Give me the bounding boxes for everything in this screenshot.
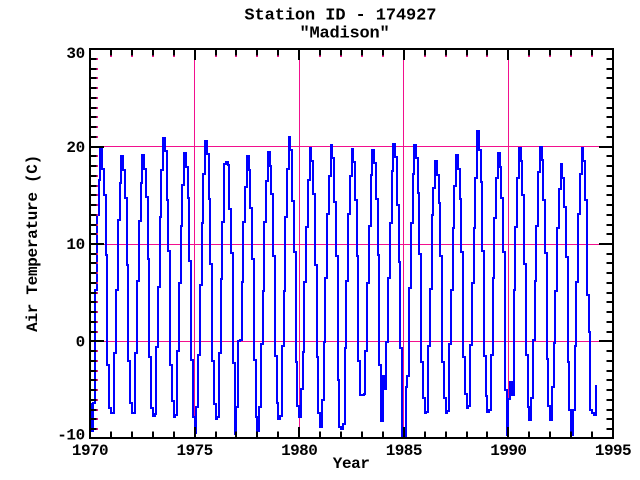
svg-text:0: 0: [76, 334, 85, 352]
svg-text:30: 30: [66, 45, 84, 63]
svg-text:1995: 1995: [595, 442, 631, 460]
svg-text:1970: 1970: [72, 442, 108, 460]
svg-text:1975: 1975: [176, 442, 212, 460]
svg-text:-10: -10: [57, 427, 85, 445]
svg-text:1985: 1985: [386, 442, 422, 460]
svg-text:1990: 1990: [490, 442, 526, 460]
svg-text:10: 10: [66, 236, 84, 254]
svg-text:Year: Year: [333, 455, 370, 473]
svg-text:Station ID - 174927: Station ID - 174927: [244, 7, 436, 26]
svg-text:20: 20: [66, 139, 84, 157]
svg-text:Air Temperature (C): Air Temperature (C): [24, 155, 42, 332]
svg-text:1980: 1980: [281, 442, 317, 460]
svg-text:"Madison": "Madison": [299, 24, 389, 43]
